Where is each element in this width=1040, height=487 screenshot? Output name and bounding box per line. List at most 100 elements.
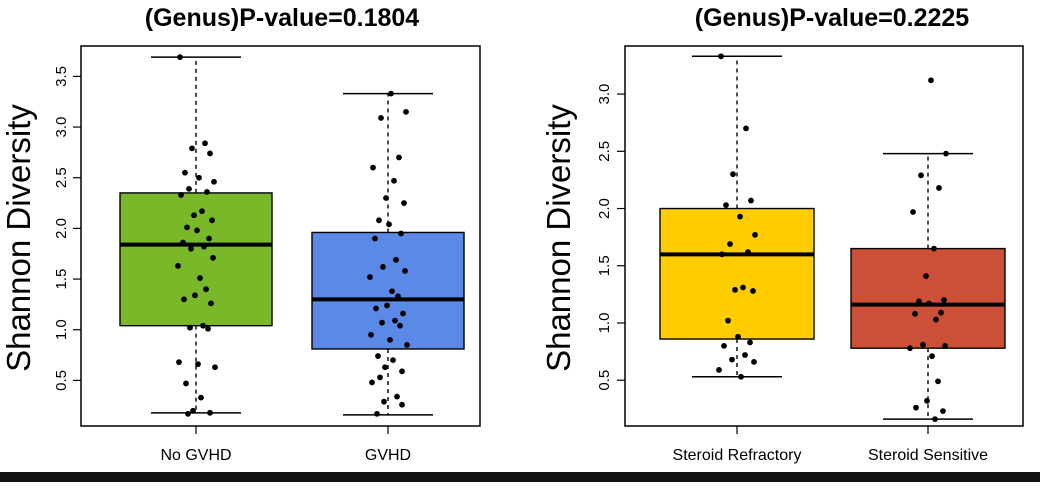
data-point	[388, 90, 394, 97]
data-point	[910, 209, 916, 215]
bottom-border-bar	[0, 472, 1040, 482]
data-point	[928, 77, 934, 84]
data-point	[177, 54, 183, 61]
y-tick-label: 0.5	[596, 370, 613, 391]
data-point	[392, 317, 398, 324]
y-tick-label: 3.0	[53, 117, 70, 138]
data-point	[206, 235, 212, 242]
y-tick-label: 1.0	[596, 313, 613, 334]
data-point	[200, 322, 206, 329]
y-axis-label: Shannon Diversity	[0, 104, 37, 372]
box-group	[119, 54, 273, 417]
data-point	[180, 239, 186, 246]
data-point	[373, 305, 379, 312]
data-point	[742, 352, 748, 358]
data-point	[390, 357, 396, 364]
data-point	[397, 322, 403, 329]
data-point	[735, 333, 741, 340]
data-point	[933, 316, 939, 323]
y-tick-label: 3.0	[596, 84, 613, 105]
data-point	[940, 408, 946, 415]
data-point	[926, 300, 932, 307]
data-point	[942, 342, 948, 349]
data-point	[386, 221, 392, 228]
panel-steroid: (Genus)P-value=0.2225 Shannon Diversity 0.…	[540, 4, 1024, 464]
data-point	[743, 125, 749, 132]
data-point	[382, 364, 388, 371]
data-point	[208, 300, 214, 307]
data-point	[194, 227, 200, 234]
data-point	[186, 185, 192, 192]
data-point	[719, 251, 725, 258]
y-axis-label: Shannon Diversity	[540, 104, 577, 372]
plot-frame	[80, 45, 481, 427]
data-point	[211, 178, 217, 185]
data-point	[401, 200, 407, 206]
data-point	[738, 373, 744, 380]
data-point	[188, 245, 194, 252]
data-point	[207, 150, 213, 157]
data-point	[191, 212, 197, 219]
data-point	[375, 353, 381, 359]
data-point	[750, 288, 756, 294]
plot-frame	[624, 45, 1024, 427]
data-point	[936, 185, 942, 191]
data-point	[210, 254, 216, 261]
x-tick-label: Steroid Refractory	[673, 447, 802, 464]
data-point	[725, 317, 731, 324]
data-point	[721, 342, 727, 349]
data-point	[380, 264, 386, 270]
data-point	[192, 292, 198, 299]
data-point	[389, 288, 395, 295]
data-point	[187, 324, 193, 331]
iqr-box	[659, 207, 815, 340]
x-tick-label: Steroid Sensitive	[868, 447, 988, 464]
data-point	[745, 249, 751, 255]
data-point	[737, 213, 743, 220]
data-point	[201, 243, 207, 250]
y-tick-label: 2.0	[596, 198, 613, 219]
data-point	[398, 230, 404, 237]
data-point	[207, 409, 213, 416]
data-point	[379, 319, 385, 326]
data-point	[399, 401, 405, 408]
data-point	[378, 115, 384, 121]
data-point	[202, 140, 208, 147]
y-tick-label: 1.0	[53, 319, 70, 340]
data-point	[729, 356, 735, 363]
x-tick-label: GVHD	[365, 447, 411, 464]
data-point	[184, 224, 190, 231]
data-point	[396, 154, 402, 161]
data-point	[752, 231, 758, 238]
panel-gvhd: (Genus)P-value=0.1804 Shannon Diversity 0.…	[0, 4, 481, 464]
box-group	[659, 53, 815, 380]
y-tick-label: 2.5	[53, 167, 70, 188]
data-point	[913, 404, 919, 411]
box-group	[850, 77, 1006, 423]
y-tick-label: 2.0	[53, 218, 70, 239]
data-point	[183, 380, 189, 387]
y-tick-label: 3.5	[53, 66, 70, 87]
data-point	[185, 410, 191, 417]
data-point	[740, 284, 746, 291]
box-group	[311, 90, 465, 417]
data-point	[195, 361, 201, 368]
data-point	[916, 298, 922, 305]
data-point	[920, 341, 926, 348]
iqr-box	[119, 192, 273, 327]
data-point	[403, 108, 409, 115]
data-point	[376, 217, 382, 224]
data-point	[372, 235, 378, 242]
data-point	[399, 368, 405, 375]
data-point	[918, 172, 924, 179]
data-point	[393, 256, 399, 263]
data-point	[190, 407, 196, 414]
y-tick-label: 2.5	[596, 141, 613, 162]
data-point	[395, 293, 401, 300]
data-point	[751, 359, 757, 365]
data-point	[198, 394, 204, 401]
data-point	[716, 367, 722, 373]
data-point	[931, 245, 937, 252]
data-point	[178, 192, 184, 198]
y-tick-label: 1.5	[53, 269, 70, 290]
